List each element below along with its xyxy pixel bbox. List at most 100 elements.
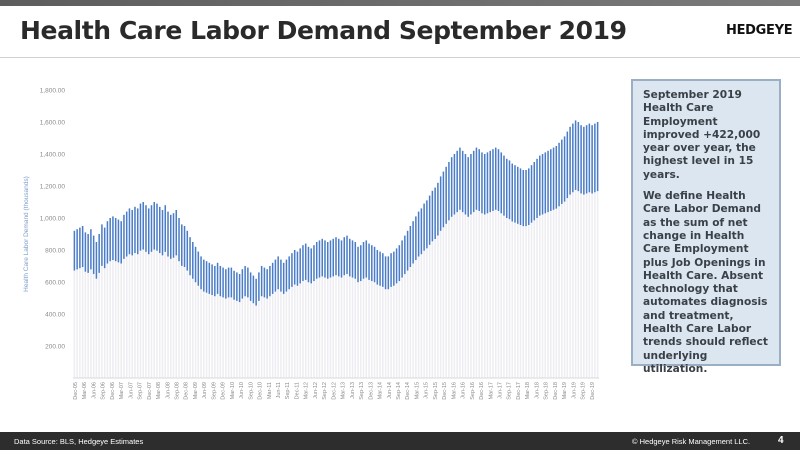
bar bbox=[252, 275, 255, 378]
bar-base-segment bbox=[450, 216, 453, 378]
bar-top-segment bbox=[569, 126, 571, 195]
x-tick-label: Dec-19 bbox=[590, 382, 596, 400]
bar bbox=[481, 152, 483, 378]
x-tick-label: Jun-10 bbox=[239, 382, 245, 399]
bar bbox=[249, 272, 252, 378]
bar-base-segment bbox=[574, 189, 577, 378]
bar-top-segment bbox=[192, 242, 194, 279]
bar-base-segment bbox=[260, 296, 263, 378]
x-tick-label: Jun-19 bbox=[571, 382, 577, 399]
bar-top-segment bbox=[98, 234, 100, 273]
bar bbox=[497, 149, 500, 378]
bar-base-segment bbox=[406, 270, 409, 378]
bar-top-segment bbox=[511, 163, 514, 222]
bar-base-segment bbox=[417, 256, 420, 378]
bar-base-segment bbox=[494, 209, 497, 378]
bar bbox=[189, 237, 191, 378]
x-tick-label: Mar-15 bbox=[414, 382, 420, 399]
x-tick-label: Sep-17 bbox=[507, 382, 513, 400]
bar-base-segment bbox=[123, 258, 125, 378]
bar bbox=[588, 123, 591, 378]
bar bbox=[98, 234, 100, 378]
bar-top-segment bbox=[423, 203, 425, 251]
bar-top-segment bbox=[395, 248, 398, 284]
bar-base-segment bbox=[263, 297, 266, 378]
bar bbox=[343, 237, 346, 378]
bar bbox=[351, 240, 354, 378]
bar-top-segment bbox=[291, 253, 293, 287]
bar-top-segment bbox=[109, 218, 111, 262]
bar bbox=[123, 214, 125, 378]
bar bbox=[577, 122, 580, 378]
bar-base-segment bbox=[365, 277, 368, 378]
bar-top-segment bbox=[596, 122, 599, 192]
bar-base-segment bbox=[459, 209, 461, 378]
bar bbox=[203, 259, 205, 378]
bar-top-segment bbox=[401, 240, 403, 278]
bar-base-segment bbox=[439, 230, 442, 378]
bar-base-segment bbox=[561, 203, 563, 378]
bar-base-segment bbox=[313, 281, 315, 378]
x-tick-label: Mar-09 bbox=[193, 382, 199, 399]
x-tick-label: Jun-17 bbox=[497, 382, 503, 399]
bar bbox=[120, 221, 122, 378]
bar-top-segment bbox=[420, 208, 423, 255]
bar-base-segment bbox=[186, 270, 189, 378]
bar-base-segment bbox=[464, 214, 467, 378]
bar-base-segment bbox=[483, 214, 486, 378]
commentary-callout: September 2019 Health Care Employment im… bbox=[631, 79, 781, 375]
bar-base-segment bbox=[373, 282, 376, 378]
bar-base-segment bbox=[329, 277, 332, 378]
bar bbox=[544, 152, 547, 378]
bar-base-segment bbox=[280, 291, 282, 378]
bar-top-segment bbox=[277, 256, 279, 290]
bar-base-segment bbox=[379, 285, 381, 378]
bar bbox=[525, 170, 527, 378]
bar bbox=[572, 123, 574, 378]
bar-top-segment bbox=[326, 242, 329, 279]
bar bbox=[131, 210, 133, 378]
bar-top-segment bbox=[376, 250, 379, 285]
page-title: Health Care Labor Demand September 2019 bbox=[20, 16, 627, 45]
x-tick-label: Sep-15 bbox=[433, 382, 439, 400]
bar bbox=[271, 262, 274, 378]
bar bbox=[475, 147, 478, 378]
bar bbox=[274, 259, 277, 378]
bar-base-segment bbox=[87, 272, 89, 378]
bar bbox=[142, 202, 144, 378]
bar-top-segment bbox=[365, 240, 368, 278]
bar-base-segment bbox=[544, 213, 547, 378]
bar-top-segment bbox=[236, 272, 238, 301]
bar-base-segment bbox=[321, 276, 323, 378]
bar-base-segment bbox=[442, 227, 445, 378]
bar-top-segment bbox=[92, 235, 95, 275]
bar bbox=[439, 176, 442, 378]
bar-base-segment bbox=[384, 289, 387, 378]
bar-top-segment bbox=[412, 221, 414, 264]
bar-base-segment bbox=[249, 300, 252, 378]
x-tick-label: Jun-14 bbox=[387, 382, 393, 399]
bar bbox=[420, 208, 423, 378]
bar-top-segment bbox=[544, 152, 547, 214]
bar bbox=[81, 226, 84, 378]
bar-base-segment bbox=[315, 278, 318, 378]
bar-top-segment bbox=[280, 259, 282, 292]
bar-top-segment bbox=[494, 147, 497, 210]
title-divider bbox=[0, 57, 800, 58]
bar bbox=[225, 269, 227, 378]
bar-base-segment bbox=[117, 262, 120, 378]
bar-top-segment bbox=[315, 242, 318, 279]
bar bbox=[492, 149, 494, 378]
bar-top-segment bbox=[585, 125, 588, 194]
bar-top-segment bbox=[528, 168, 530, 225]
bar-base-segment bbox=[142, 249, 144, 378]
x-tick-label: Dec-08 bbox=[184, 382, 190, 400]
bar bbox=[324, 240, 326, 378]
bar-top-segment bbox=[153, 202, 155, 250]
bar bbox=[376, 250, 379, 378]
bar-base-segment bbox=[103, 268, 106, 378]
bar bbox=[517, 166, 519, 378]
bar-base-segment bbox=[76, 269, 78, 378]
hedgeye-logo: HEDGEYE bbox=[726, 23, 793, 38]
bar bbox=[428, 195, 431, 378]
